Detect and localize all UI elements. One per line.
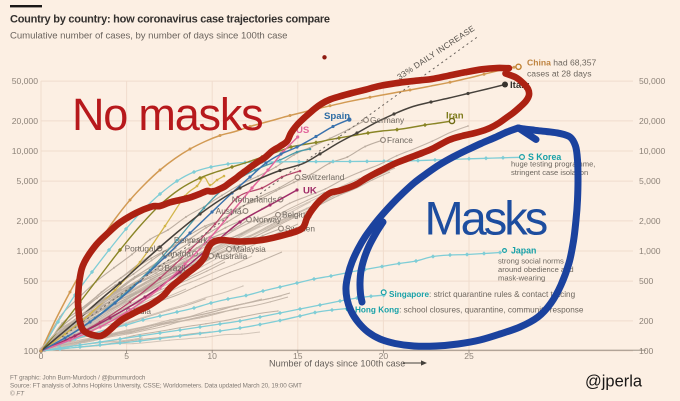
svg-text:100: 100 — [639, 346, 654, 356]
svg-text:No masks: No masks — [72, 89, 262, 140]
svg-text:Australia: Australia — [215, 251, 248, 261]
svg-text:Spain: Spain — [324, 111, 350, 122]
svg-text:1,000: 1,000 — [639, 246, 661, 256]
svg-text:100: 100 — [24, 346, 39, 356]
svg-text:S Korea: S Korea — [528, 152, 561, 162]
svg-text:50,000: 50,000 — [639, 76, 666, 86]
svg-text:50,000: 50,000 — [12, 76, 39, 86]
svg-text:© FT: © FT — [10, 390, 25, 398]
svg-text:@jperla: @jperla — [585, 373, 643, 391]
svg-text:5,000: 5,000 — [16, 176, 38, 186]
svg-text:500: 500 — [639, 276, 654, 286]
svg-text:strong social norms: strong social norms — [498, 256, 564, 265]
svg-text:20,000: 20,000 — [639, 116, 666, 126]
svg-text:2,000: 2,000 — [16, 216, 38, 226]
svg-text:0: 0 — [39, 351, 44, 361]
svg-text:stringent case isolation: stringent case isolation — [511, 168, 588, 177]
svg-text:cases at 28 days: cases at 28 days — [527, 69, 592, 79]
svg-text:200: 200 — [639, 316, 654, 326]
svg-text:Belgium: Belgium — [282, 210, 312, 220]
svg-text:mask-wearing: mask-wearing — [498, 274, 545, 283]
svg-text:huge testing programme,: huge testing programme, — [511, 160, 595, 169]
svg-text:2,000: 2,000 — [639, 216, 661, 226]
svg-text:around obedience and: around obedience and — [498, 265, 574, 274]
svg-text:10: 10 — [207, 351, 217, 361]
svg-text:Cumulative number of cases, by: Cumulative number of cases, by number of… — [10, 31, 287, 42]
svg-text:20,000: 20,000 — [12, 116, 39, 126]
svg-text:15: 15 — [293, 351, 303, 361]
svg-text:5,000: 5,000 — [639, 176, 661, 186]
svg-text:1,000: 1,000 — [16, 246, 38, 256]
svg-text:Malaysia: Malaysia — [233, 244, 266, 254]
svg-text:Number of days since 100th cas: Number of days since 100th case — [269, 359, 405, 369]
svg-text:20: 20 — [379, 351, 389, 361]
svg-text:Austria: Austria — [216, 206, 242, 216]
svg-text:Portugal: Portugal — [125, 243, 156, 253]
svg-text:10,000: 10,000 — [639, 146, 666, 156]
svg-text:Hong Kong: school closures, qu: Hong Kong: school closures, quarantine, … — [355, 306, 584, 315]
svg-text:Source: FT analysis of Johns H: Source: FT analysis of Johns Hopkins Uni… — [10, 383, 302, 390]
svg-text:Italy: Italy — [510, 80, 530, 91]
svg-text:Canada: Canada — [162, 248, 191, 258]
svg-text:10,000: 10,000 — [12, 146, 39, 156]
svg-text:Norway: Norway — [253, 214, 282, 224]
svg-text:China had 68,357: China had 68,357 — [527, 58, 596, 68]
svg-text:200: 200 — [24, 316, 39, 326]
svg-text:France: France — [387, 135, 413, 145]
svg-text:Brazil: Brazil — [165, 263, 186, 273]
svg-text:Singapore: strict quarantine r: Singapore: strict quarantine rules & con… — [389, 290, 576, 299]
svg-text:500: 500 — [24, 276, 39, 286]
svg-text:Country by country: how corona: Country by country: how coronavirus case… — [10, 14, 330, 26]
svg-text:Japan: Japan — [511, 246, 536, 256]
svg-text:Switzerland: Switzerland — [302, 172, 345, 182]
svg-text:Masks: Masks — [425, 192, 547, 245]
svg-text:FT graphic: John Burn-Murdoch: FT graphic: John Burn-Murdoch / @jburnmu… — [10, 375, 146, 382]
svg-text:5: 5 — [124, 351, 129, 361]
svg-text:Germany: Germany — [370, 115, 405, 125]
svg-text:UK: UK — [303, 186, 317, 197]
svg-text:US: US — [296, 125, 310, 136]
svg-text:Iran: Iran — [446, 111, 464, 122]
svg-text:25: 25 — [464, 351, 474, 361]
svg-text:Denmark: Denmark — [174, 235, 209, 245]
svg-text:Netherlands: Netherlands — [232, 194, 277, 204]
